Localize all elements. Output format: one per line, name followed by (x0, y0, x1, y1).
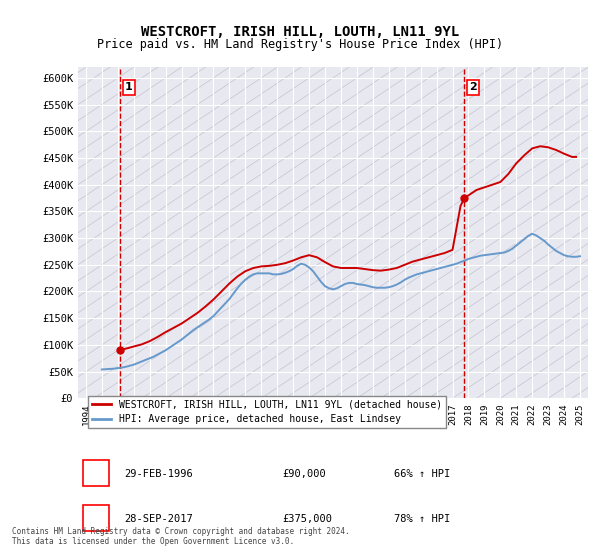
Text: 29-FEB-1996: 29-FEB-1996 (124, 469, 193, 479)
Text: £90,000: £90,000 (282, 469, 326, 479)
Legend: WESTCROFT, IRISH HILL, LOUTH, LN11 9YL (detached house), HPI: Average price, det: WESTCROFT, IRISH HILL, LOUTH, LN11 9YL (… (88, 395, 446, 428)
FancyBboxPatch shape (83, 505, 109, 531)
Text: WESTCROFT, IRISH HILL, LOUTH, LN11 9YL: WESTCROFT, IRISH HILL, LOUTH, LN11 9YL (141, 25, 459, 39)
Text: 28-SEP-2017: 28-SEP-2017 (124, 514, 193, 524)
Text: 66% ↑ HPI: 66% ↑ HPI (394, 469, 451, 479)
Text: 2: 2 (92, 514, 99, 524)
Text: £375,000: £375,000 (282, 514, 332, 524)
Text: Price paid vs. HM Land Registry's House Price Index (HPI): Price paid vs. HM Land Registry's House … (97, 38, 503, 51)
Text: Contains HM Land Registry data © Crown copyright and database right 2024.
This d: Contains HM Land Registry data © Crown c… (12, 526, 350, 546)
Text: 78% ↑ HPI: 78% ↑ HPI (394, 514, 451, 524)
Text: 1: 1 (92, 469, 99, 479)
Text: 2: 2 (469, 82, 477, 92)
FancyBboxPatch shape (83, 460, 109, 486)
Text: 1: 1 (125, 82, 133, 92)
